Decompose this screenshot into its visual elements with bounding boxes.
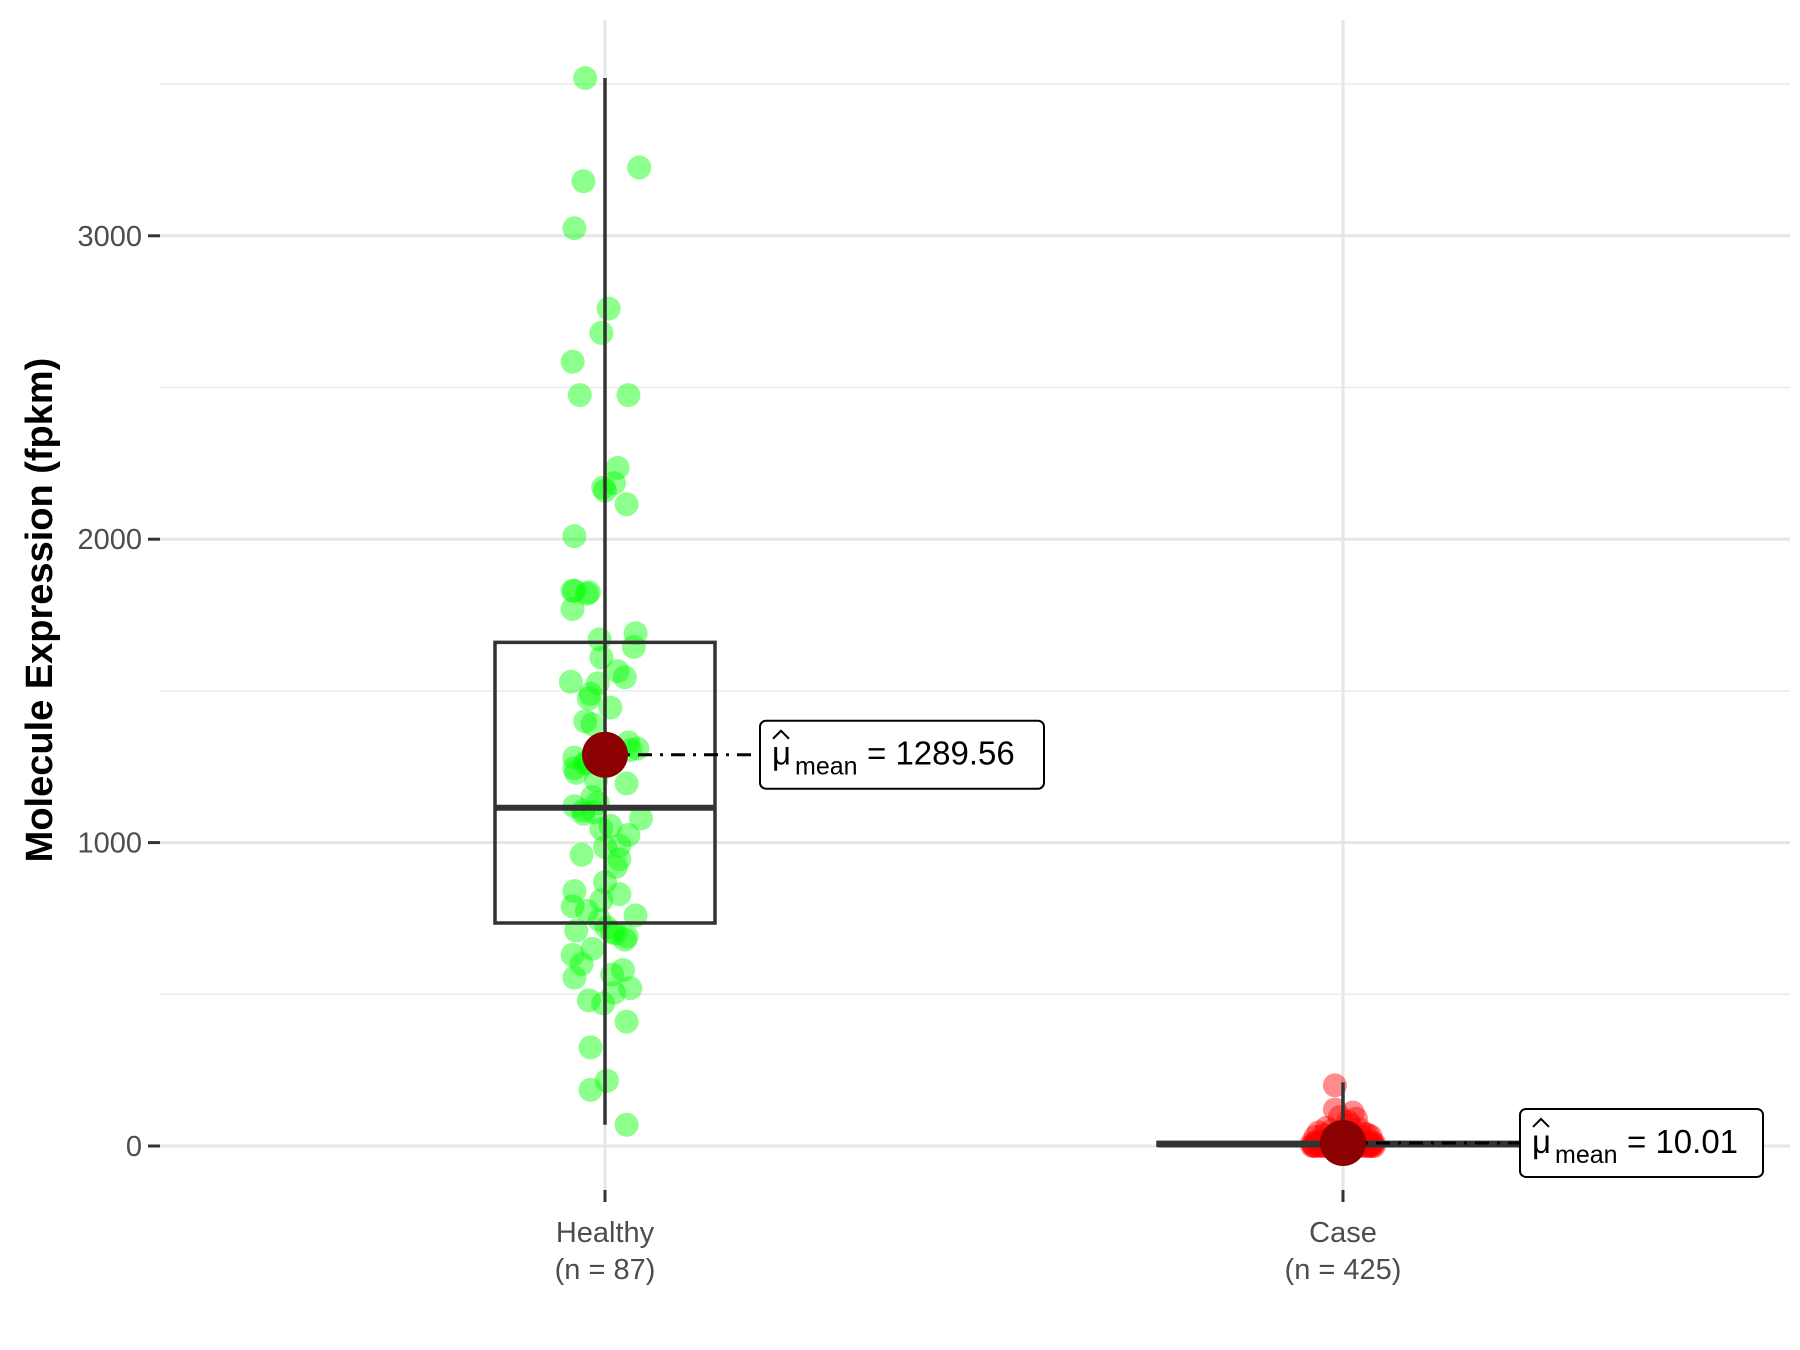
data-point: [596, 296, 621, 321]
data-point: [560, 349, 585, 374]
data-point: [571, 169, 596, 194]
data-point: [573, 66, 598, 91]
grid: [160, 20, 1790, 1190]
data-point: [564, 760, 589, 785]
data-point: [614, 1009, 639, 1034]
x-tick-label: Case: [1309, 1217, 1377, 1249]
data-point: [578, 1077, 603, 1102]
box: [493, 640, 717, 925]
data-point: [578, 1035, 603, 1060]
plot-groups: μ mean = 1289.56μ mean = 10.01: [493, 66, 1764, 1178]
mean-point: [582, 731, 628, 778]
mean-label-box: [759, 719, 1045, 790]
data-point: [560, 596, 585, 621]
data-point: [605, 455, 630, 480]
x-tick-count-label: (n = 425): [1285, 1254, 1402, 1286]
group-healthy: μ mean = 1289.56: [493, 66, 1045, 1137]
data-point: [621, 634, 646, 659]
mean-hat: [772, 729, 790, 740]
data-point: [569, 842, 594, 867]
data-point: [1340, 1100, 1365, 1125]
y-axis: 0 1000 2000 3000: [77, 221, 160, 1163]
data-point: [569, 951, 594, 976]
data-point: [580, 712, 605, 737]
data-point: [616, 383, 641, 408]
data-point: [614, 492, 639, 517]
data-point: [562, 524, 587, 549]
y-tick-label: 2000: [77, 524, 142, 556]
data-point: [589, 816, 614, 841]
y-tick-label: 1000: [77, 828, 142, 860]
x-axis: Healthy (n = 87) Case (n = 425): [555, 1190, 1402, 1286]
data-point: [629, 806, 653, 831]
data-point: [614, 1112, 639, 1137]
data-point: [591, 991, 616, 1016]
data-point: [562, 756, 587, 781]
x-tick-label: Healthy: [556, 1217, 655, 1249]
data-point: [598, 695, 623, 720]
mean-label-subscript: mean: [795, 753, 858, 781]
data-point: [616, 823, 641, 848]
data-point: [576, 686, 601, 711]
data-point: [575, 898, 599, 923]
mean-label-value: = 1289.56: [867, 735, 1015, 772]
data-point: [607, 847, 632, 872]
data-point: [589, 645, 614, 670]
data-point: [589, 888, 614, 913]
data-point: [558, 669, 583, 694]
data-point: [576, 988, 601, 1013]
mean-label-box: [1519, 1107, 1764, 1178]
data-point: [575, 581, 599, 606]
data-point: [582, 800, 607, 825]
y-tick-label: 0: [126, 1131, 142, 1163]
group-case: μ mean = 10.01: [1156, 1073, 1764, 1178]
y-axis-label: Molecule Expression (fpkm): [19, 358, 61, 863]
mean-point: [1320, 1119, 1366, 1166]
data-point: [627, 155, 652, 180]
data-point: [580, 936, 605, 961]
data-point: [573, 709, 598, 734]
data-point: [605, 659, 630, 684]
data-point: [560, 894, 585, 919]
data-point: [612, 665, 637, 690]
data-point: [594, 1068, 619, 1093]
data-point: [612, 927, 637, 952]
y-tick-label: 3000: [77, 221, 142, 253]
data-point: [567, 383, 592, 408]
data-point: [618, 976, 643, 1001]
data-point: [560, 578, 585, 603]
data-point: [1322, 1073, 1347, 1098]
data-point: [614, 924, 639, 949]
data-point: [562, 216, 587, 241]
data-point: [578, 681, 603, 706]
data-point: [602, 471, 626, 496]
data-point: [580, 785, 605, 810]
mean-label-value: = 10.01: [1627, 1123, 1738, 1160]
data-point: [607, 833, 632, 858]
data-point: [611, 958, 635, 983]
x-tick-count-label: (n = 87): [555, 1254, 656, 1286]
data-point: [603, 921, 628, 946]
mean-label-subscript: mean: [1555, 1141, 1618, 1169]
data-point: [614, 771, 639, 796]
data-point: [602, 980, 626, 1005]
data-point: [589, 320, 614, 345]
data-point: [560, 942, 585, 967]
data-point: [1322, 1097, 1347, 1122]
data-point: [603, 854, 628, 879]
mean-label-symbol: μ: [1532, 1123, 1551, 1160]
data-point: [607, 882, 632, 907]
mean-label-symbol: μ: [772, 735, 791, 772]
data-point: [576, 580, 601, 605]
mean-hat: [1532, 1117, 1550, 1128]
data-point: [562, 879, 587, 904]
data-point: [562, 965, 587, 990]
data-point: [623, 621, 648, 646]
data-point: [562, 745, 587, 770]
data-point: [591, 475, 616, 500]
data-point: [562, 578, 587, 603]
